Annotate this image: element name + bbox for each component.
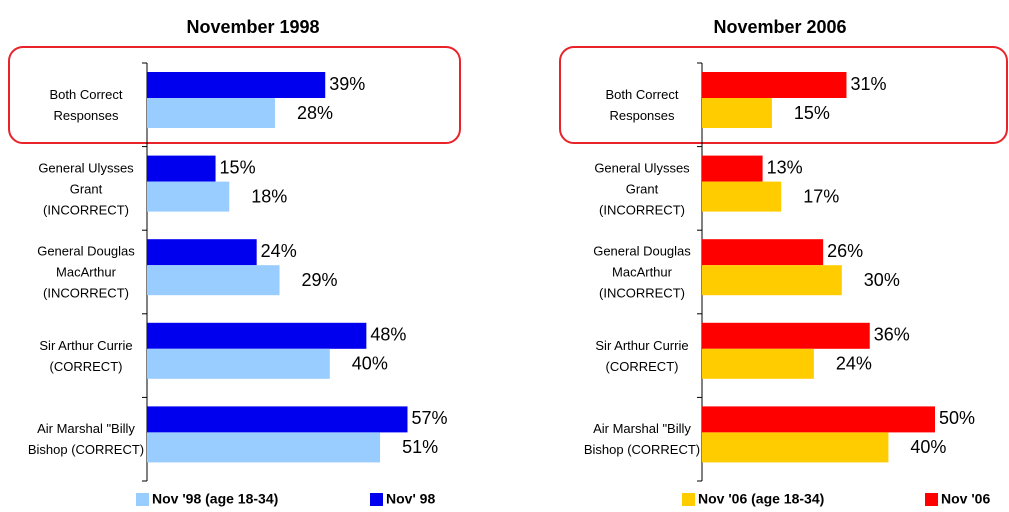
legend-label: Nov '98 (age 18-34)	[152, 491, 278, 507]
bar	[702, 406, 935, 433]
bar	[702, 265, 842, 296]
data-label: 17%	[803, 186, 839, 206]
data-label: 26%	[827, 241, 863, 261]
bar	[147, 181, 230, 212]
category-label: Sir Arthur Currie (CORRECT)	[39, 337, 133, 374]
bar	[147, 98, 275, 128]
legend-label: Nov' 98	[386, 491, 435, 507]
bar	[147, 322, 367, 349]
bar	[702, 72, 847, 98]
bar	[702, 98, 772, 128]
bar	[147, 239, 257, 266]
bar	[147, 265, 280, 296]
highlight-box	[559, 46, 1008, 144]
data-label: 40%	[352, 354, 388, 374]
data-label: 24%	[836, 354, 872, 374]
data-label: 24%	[261, 241, 297, 261]
data-label: 57%	[411, 408, 447, 428]
category-label: General Douglas MacArthur (INCORRECT)	[593, 243, 691, 301]
category-label: General Ulysses Grant (INCORRECT)	[38, 160, 134, 218]
data-label: 51%	[402, 437, 438, 457]
category-label: General Ulysses Grant (INCORRECT)	[594, 160, 690, 218]
data-label: 50%	[939, 408, 975, 428]
bar	[702, 322, 870, 349]
data-label: 18%	[251, 186, 287, 206]
category-label: Both Correct Responses	[605, 87, 679, 123]
legend-swatch	[136, 493, 149, 506]
legend-swatch	[925, 493, 938, 506]
bar	[702, 155, 763, 182]
legend-label: Nov '06	[941, 491, 990, 507]
bar	[147, 155, 216, 182]
bar	[702, 348, 814, 379]
data-label: 39%	[329, 74, 365, 94]
category-label: Air Marshal "Billy Bishop (CORRECT)	[27, 421, 145, 458]
highlight-box	[8, 46, 461, 144]
category-label: Both Correct Responses	[49, 87, 123, 123]
data-label: 36%	[874, 325, 910, 345]
category-label: Air Marshal "Billy Bishop (CORRECT)	[583, 421, 701, 458]
bar	[702, 239, 824, 266]
data-label: 48%	[370, 325, 406, 345]
chart-title: November 1998	[186, 17, 319, 37]
legend-swatch	[370, 493, 383, 506]
bar	[147, 72, 326, 98]
category-label: Sir Arthur Currie (CORRECT)	[595, 337, 689, 374]
category-label: General Douglas MacArthur (INCORRECT)	[37, 243, 135, 301]
legend-swatch	[682, 493, 695, 506]
data-label: 29%	[302, 270, 338, 290]
bar	[147, 432, 381, 463]
bar	[702, 432, 889, 463]
bar	[147, 348, 330, 379]
data-label: 28%	[297, 103, 333, 123]
data-label: 30%	[864, 270, 900, 290]
bar	[702, 181, 782, 212]
legend-label: Nov '06 (age 18-34)	[698, 491, 824, 507]
data-label: 40%	[910, 437, 946, 457]
data-label: 13%	[767, 157, 803, 177]
data-label: 31%	[850, 74, 886, 94]
chart-title: November 2006	[713, 17, 846, 37]
data-label: 15%	[794, 103, 830, 123]
bar	[147, 406, 408, 433]
data-label: 15%	[220, 157, 256, 177]
